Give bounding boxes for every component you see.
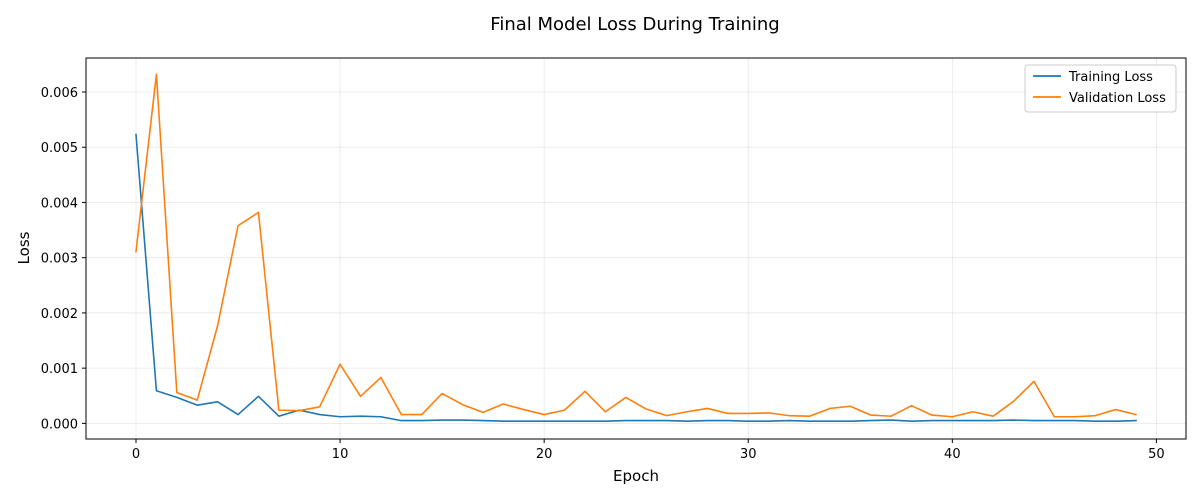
y-tick-label: 0.002: [41, 307, 78, 322]
y-tick-label: 0.000: [41, 417, 78, 432]
legend: Training Loss Validation Loss: [1024, 64, 1177, 113]
x-tick-label: 10: [332, 447, 349, 462]
series-line-training-loss: [135, 133, 1137, 422]
y-tick-label: 0.005: [41, 141, 78, 156]
x-tick-label: 0: [132, 447, 140, 462]
ticks: 0 10 20 30 40 50 0.000 0.001 0.002 0.003 0.004 0.00…: [41, 86, 1165, 462]
chart-title: Final Model Loss During Training: [490, 14, 779, 35]
x-tick-label: 50: [1148, 447, 1165, 462]
plot-frame: [85, 57, 1187, 440]
y-tick-label: 0.003: [41, 252, 78, 267]
series-line-validation-loss: [135, 73, 1137, 418]
x-tick-label: 30: [740, 447, 757, 462]
x-axis-label: Epoch: [613, 467, 659, 485]
y-tick-label: 0.001: [41, 362, 78, 377]
series-lines: [135, 73, 1137, 422]
y-tick-label: 0.006: [41, 86, 78, 101]
x-tick-label: 40: [944, 447, 961, 462]
y-tick-label: 0.004: [41, 196, 78, 211]
x-tick-label: 20: [536, 447, 553, 462]
legend-box: [1024, 64, 1177, 113]
legend-label-validation: Validation Loss: [1069, 91, 1166, 106]
grid: [86, 58, 1186, 439]
y-axis-label: Loss: [15, 231, 33, 264]
legend-label-training: Training Loss: [1068, 70, 1153, 85]
